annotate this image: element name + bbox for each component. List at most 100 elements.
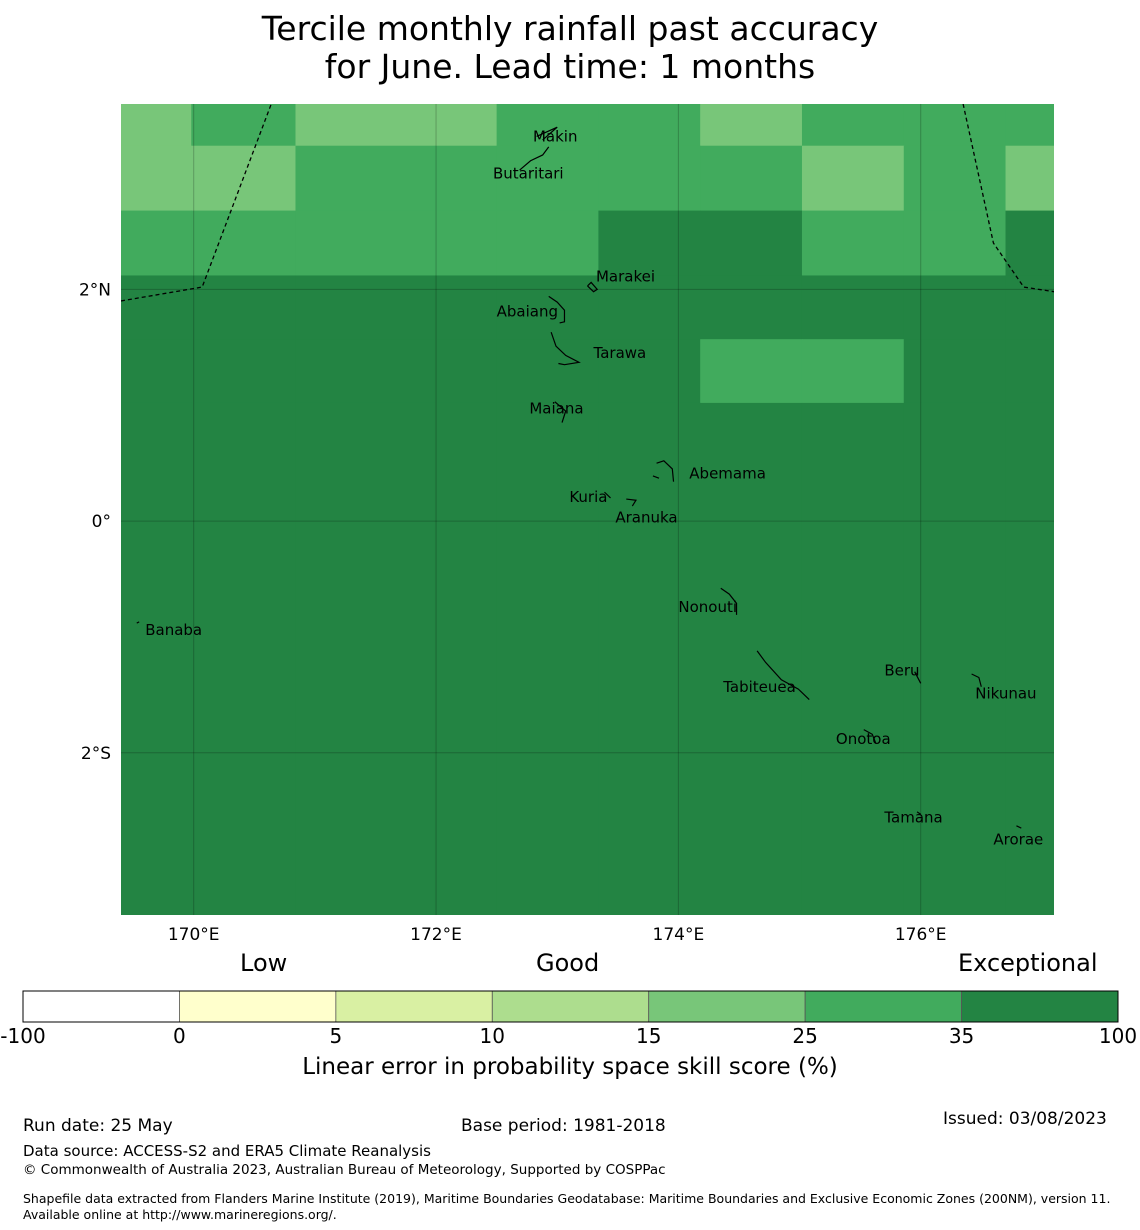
colorbar-tick-label: 5 [329, 1024, 343, 1048]
atoll-outline [554, 401, 567, 423]
skill-cell [598, 339, 701, 404]
copyright: © Commonwealth of Australia 2023, Austra… [23, 1162, 666, 1178]
skill-cell [1005, 104, 1054, 147]
skill-cell [121, 145, 192, 212]
colorbar-swatch [22, 990, 180, 1023]
data-source: Data source: ACCESS-S2 and ERA5 Climate … [23, 1142, 431, 1160]
skill-cell [903, 104, 1007, 147]
colorbar-swatch [491, 990, 650, 1023]
place-label: Kuria [569, 488, 607, 506]
colorbar-tick-label: 10 [479, 1024, 506, 1048]
skill-cell [700, 275, 803, 340]
skill-cell [903, 275, 1007, 340]
skill-cell [801, 104, 905, 147]
x-tick-label: 172°E [410, 925, 462, 945]
atoll-outline [652, 475, 660, 479]
place-label: Butaritari [493, 165, 564, 183]
category-good: Good [536, 949, 600, 977]
colorbar-tick-label: 15 [635, 1024, 662, 1048]
skill-cell [121, 275, 192, 340]
skill-cell [598, 145, 701, 212]
title-line-2: for June. Lead time: 1 months [324, 47, 816, 86]
y-tick-label: 2°N [79, 280, 111, 300]
place-label: Onotoa [836, 730, 891, 748]
atoll-outline [519, 146, 550, 171]
skill-cell [801, 210, 905, 276]
skill-cell [434, 402, 498, 915]
colorbar-tick-label: 0 [173, 1024, 186, 1048]
skill-cell [801, 275, 905, 340]
skill-cell [1005, 402, 1054, 915]
category-low: Low [240, 949, 288, 977]
skill-cell [801, 145, 905, 212]
title-line-1: Tercile monthly rainfall past accuracy [261, 9, 879, 48]
place-label: Nonouti [678, 598, 737, 616]
colorbar-swatch [648, 990, 806, 1023]
skill-cell [434, 275, 498, 340]
atoll-outline [863, 729, 877, 744]
skill-cell [191, 275, 296, 340]
skill-cell [121, 210, 192, 276]
place-label: Nikunau [975, 685, 1036, 703]
skill-cell [598, 104, 701, 147]
skill-cell [903, 145, 1007, 212]
place-label: Arorae [993, 831, 1043, 849]
place-label: Banaba [145, 621, 202, 639]
colorbar-tick-label: 100 [1098, 1024, 1138, 1048]
skill-cell [700, 402, 803, 915]
atoll-outline [914, 671, 922, 684]
skill-cell [434, 104, 498, 147]
y-tick-label: 2°S [81, 744, 111, 764]
atoll-outline [536, 126, 558, 141]
place-label: Abemama [689, 465, 766, 483]
skill-map: Makin Butaritari Marakei Abaiang Tarawa Maian… [79, 104, 1054, 945]
skill-cell [801, 402, 905, 915]
skill-cell [903, 339, 1007, 404]
skill-cell [434, 339, 498, 404]
skill-cell [496, 275, 599, 340]
skill-cell [903, 402, 1007, 915]
skill-cell [598, 210, 701, 276]
skill-cell [295, 402, 436, 915]
atoll-outline [756, 650, 810, 700]
colorbar-swatch [804, 990, 962, 1023]
place-label: Maiana [529, 400, 583, 418]
skill-cell [191, 339, 296, 404]
skill-cell [121, 402, 192, 915]
place-label: Tamana [883, 809, 942, 827]
skill-cell [496, 210, 599, 276]
colorbar-swatch [335, 990, 493, 1023]
x-tick-label: 170°E [168, 925, 220, 945]
place-label: Abaiang [497, 302, 558, 320]
shapefile-credit: Shapefile data extracted from Flanders M… [23, 1191, 1111, 1222]
place-label: Tabiteuea [722, 678, 796, 696]
colorbar-tick-label: 25 [792, 1024, 818, 1048]
skill-cell [434, 145, 498, 212]
skill-cell [1005, 145, 1054, 212]
atoll-outline [136, 621, 140, 624]
atoll-outline [604, 491, 611, 499]
atoll-outline [587, 281, 599, 293]
skill-cell [434, 210, 498, 276]
skill-cell [598, 275, 701, 340]
place-label: Makin [533, 127, 578, 145]
skill-cell [295, 275, 436, 340]
skill-cell [700, 104, 803, 147]
skill-cell [1005, 339, 1054, 404]
skill-cell [1005, 210, 1054, 276]
skill-cell [496, 402, 599, 915]
colorbar-swatch [961, 990, 1119, 1023]
skill-cell [121, 339, 192, 404]
skill-cell [191, 402, 296, 915]
atoll-outline [720, 587, 738, 615]
colorbar-swatch [179, 990, 337, 1023]
skill-cell [700, 210, 803, 276]
skill-cell [191, 210, 296, 276]
category-exceptional: Exceptional [958, 949, 1098, 977]
colorbar-label: Linear error in probability space skill … [302, 1054, 838, 1080]
place-label: Beru [884, 662, 919, 680]
skill-cell [1005, 275, 1054, 340]
place-label: Tarawa [593, 344, 647, 362]
skill-cell [700, 339, 803, 404]
atoll-outline [626, 498, 637, 507]
